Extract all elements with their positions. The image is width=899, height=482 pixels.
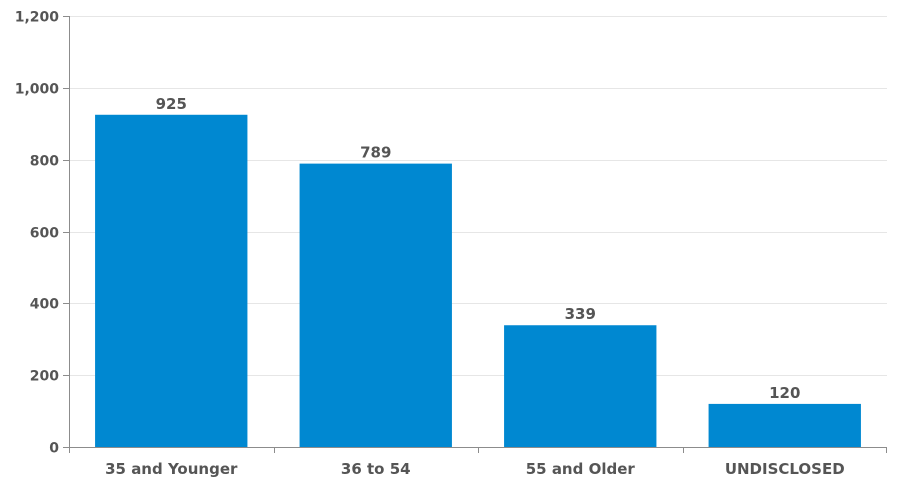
y-tick-label: 200 [30,369,59,385]
bars [95,114,861,447]
bar-0 [95,114,248,447]
bar-1 [299,163,452,447]
y-tick-label: 0 [49,441,59,457]
data-label: 339 [565,305,596,323]
axes [63,16,887,453]
y-tick-label: 1,000 [15,82,60,98]
data-label: 789 [360,144,391,162]
data-label: 120 [769,384,800,402]
bar-3 [708,403,861,447]
bar-2 [504,325,657,447]
y-tick-label: 800 [30,154,59,170]
labels: 0 200 400 600 800 1,000 1,200 925 35 and Younger… [15,10,845,479]
x-tick-label: 36 to 54 [341,460,411,478]
y-tick-label: 600 [30,226,59,242]
x-tick-label: 55 and Older [526,460,636,478]
x-tick-label: 35 and Younger [105,460,238,478]
data-label: 925 [156,95,187,113]
y-tick-label: 1,200 [15,10,60,26]
y-tick-label: 400 [30,297,59,313]
x-tick-label: UNDISCLOSED [725,460,845,478]
